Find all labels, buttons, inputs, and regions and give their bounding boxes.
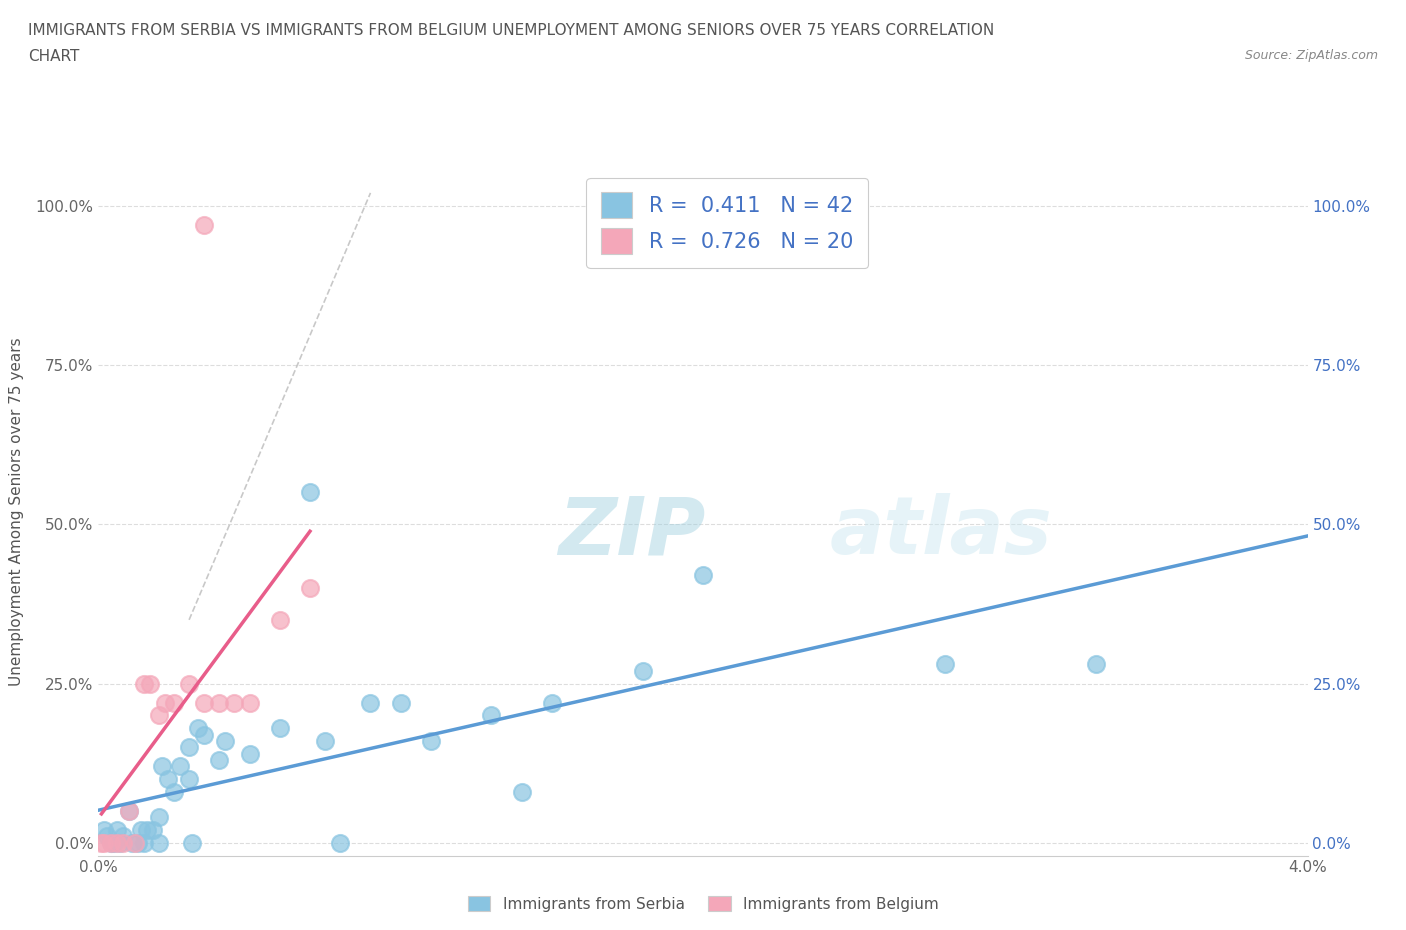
Point	[108, 835, 131, 850]
Point	[111, 835, 134, 850]
Point	[105, 823, 128, 838]
Point	[142, 823, 165, 838]
Point	[193, 218, 215, 232]
Point	[93, 823, 115, 838]
Point	[129, 823, 152, 838]
Point	[148, 810, 170, 825]
Point	[193, 696, 215, 711]
Point	[124, 835, 146, 850]
Point	[314, 734, 336, 749]
Text: CHART: CHART	[28, 49, 80, 64]
Point	[153, 696, 176, 711]
Point	[329, 835, 352, 850]
Point	[187, 721, 209, 736]
Point	[181, 835, 204, 850]
Point	[169, 759, 191, 774]
Text: Source: ZipAtlas.com: Source: ZipAtlas.com	[1244, 49, 1378, 62]
Point	[239, 696, 262, 711]
Point	[111, 829, 134, 844]
Text: atlas: atlas	[830, 493, 1053, 571]
Point	[269, 612, 291, 627]
Point	[100, 835, 122, 850]
Point	[148, 708, 170, 723]
Point	[269, 721, 291, 736]
Point	[299, 580, 322, 595]
Point	[193, 727, 215, 742]
Point	[127, 835, 149, 850]
Point	[208, 752, 231, 767]
Point	[163, 784, 186, 799]
Point	[118, 804, 141, 818]
Point	[132, 676, 155, 691]
Point	[510, 784, 533, 799]
Point	[139, 676, 162, 691]
Point	[132, 835, 155, 850]
Y-axis label: Unemployment Among Seniors over 75 years: Unemployment Among Seniors over 75 years	[10, 338, 24, 685]
Point	[420, 734, 443, 749]
Point	[389, 696, 412, 711]
Point	[179, 772, 201, 787]
Point	[150, 759, 173, 774]
Point	[239, 746, 262, 761]
Legend: Immigrants from Serbia, Immigrants from Belgium: Immigrants from Serbia, Immigrants from …	[461, 889, 945, 918]
Point	[208, 696, 231, 711]
Point	[179, 676, 201, 691]
Text: IMMIGRANTS FROM SERBIA VS IMMIGRANTS FROM BELGIUM UNEMPLOYMENT AMONG SENIORS OVE: IMMIGRANTS FROM SERBIA VS IMMIGRANTS FRO…	[28, 23, 994, 38]
Point	[105, 835, 128, 850]
Legend: R =  0.411   N = 42, R =  0.726   N = 20: R = 0.411 N = 42, R = 0.726 N = 20	[586, 178, 868, 268]
Point	[90, 835, 112, 850]
Text: ZIP: ZIP	[558, 493, 706, 571]
Point	[224, 696, 246, 711]
Point	[163, 696, 186, 711]
Point	[96, 829, 118, 844]
Point	[118, 804, 141, 818]
Point	[934, 657, 956, 671]
Point	[93, 835, 115, 850]
Point	[360, 696, 382, 711]
Point	[135, 823, 157, 838]
Point	[214, 734, 236, 749]
Point	[103, 835, 125, 850]
Point	[179, 740, 201, 755]
Point	[541, 696, 564, 711]
Point	[148, 835, 170, 850]
Point	[100, 835, 122, 850]
Point	[299, 485, 322, 499]
Point	[121, 835, 143, 850]
Point	[692, 568, 714, 583]
Point	[156, 772, 179, 787]
Point	[631, 663, 654, 678]
Point	[1085, 657, 1108, 671]
Point	[481, 708, 503, 723]
